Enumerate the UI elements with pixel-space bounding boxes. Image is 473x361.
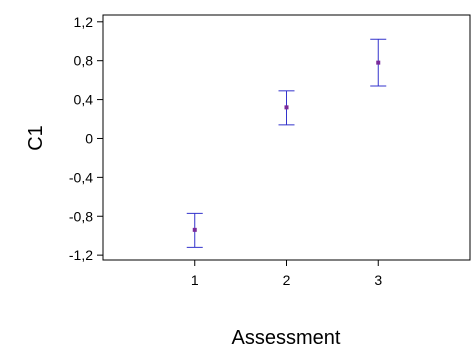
plot-frame bbox=[102, 14, 471, 261]
x-tick-label: 3 bbox=[374, 272, 382, 288]
x-tick-label: 2 bbox=[283, 272, 291, 288]
mean-point bbox=[376, 60, 381, 65]
x-axis-title: Assessment bbox=[232, 327, 341, 349]
y-tick-label: 0,4 bbox=[74, 92, 94, 108]
mean-point bbox=[192, 227, 197, 232]
y-tick-label: 0 bbox=[85, 130, 93, 146]
x-tick-label: 1 bbox=[191, 272, 199, 288]
error-bar-marks bbox=[186, 38, 387, 248]
mean-point bbox=[284, 105, 289, 110]
y-axis-title: C1 bbox=[25, 125, 47, 151]
y-tick-label: -0,4 bbox=[69, 169, 93, 185]
y-tick-label: 1,2 bbox=[74, 14, 94, 30]
y-tick-label: -0,8 bbox=[69, 208, 93, 224]
y-tick-label: -1,2 bbox=[69, 247, 93, 263]
y-tick-label: 0,8 bbox=[74, 53, 94, 69]
x-axis-ticks: 1 2 3 bbox=[191, 260, 382, 288]
y-axis-ticks: -1,2 -0,8 -0,4 0 0,4 0,8 1,2 bbox=[69, 14, 103, 263]
